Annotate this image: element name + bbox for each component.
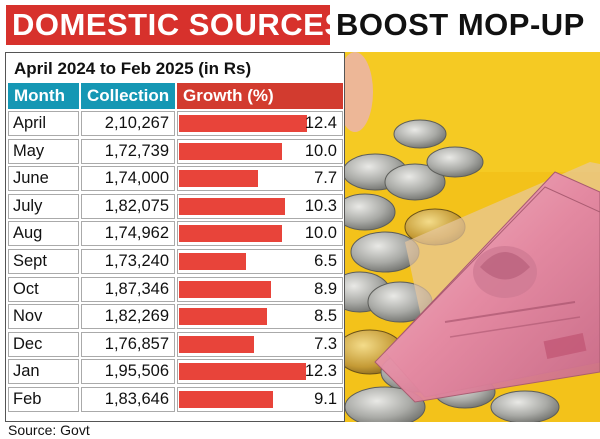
month-cell: June [8,166,79,192]
collection-cell: 1,95,506 [81,359,175,385]
column-header-collection: Collection [81,83,175,109]
growth-bar [179,142,283,160]
table-row: Jan 1,95,506 12.3 [6,358,346,385]
growth-cell: 7.3 [177,331,343,357]
growth-value: 10.3 [304,196,337,215]
month-cell: Sept [8,249,79,274]
growth-bar [179,170,259,188]
source-note: Source: Govt [8,422,90,438]
growth-value: 8.5 [314,307,337,326]
table-row: Dec 1,76,857 7.3 [6,331,346,358]
data-table: April 2024 to Feb 2025 (in Rs) Month Col… [5,52,345,422]
month-cell: May [8,138,79,164]
growth-value: 9.1 [314,390,337,408]
collection-cell: 1,83,646 [81,387,175,412]
growth-cell: 7.7 [177,166,343,192]
headline-part2: BOOST MOP-UP [336,7,585,42]
collection-cell: 1,73,240 [81,249,175,274]
month-cell: Feb [8,387,79,412]
growth-bar [179,308,267,326]
collection-cell: 1,74,962 [81,221,175,247]
month-cell: Dec [8,331,79,357]
growth-value: 6.5 [314,252,337,270]
growth-cell: 10.0 [177,138,343,164]
month-cell: Jan [8,359,79,385]
month-cell: July [8,193,79,219]
collection-cell: 1,76,857 [81,331,175,357]
growth-bar [179,391,273,408]
table-subtitle: April 2024 to Feb 2025 (in Rs) [14,59,252,78]
month-cell: Aug [8,221,79,247]
growth-value: 8.9 [314,279,337,298]
table-row: Aug 1,74,962 10.0 [6,220,346,247]
table-row: June 1,74,000 7.7 [6,165,346,192]
collection-cell: 1,82,269 [81,304,175,330]
column-header-growth: Growth (%) [177,83,343,109]
table-row: April 2,10,267 12.4 [6,110,346,137]
month-cell: Nov [8,304,79,330]
table-row: Sept 1,73,240 6.5 [6,248,346,275]
growth-bar [179,280,271,298]
growth-cell: 12.3 [177,359,343,385]
month-cell: Oct [8,276,79,302]
growth-cell: 9.1 [177,387,343,412]
table-row: Nov 1,82,269 8.5 [6,303,346,330]
headline: DOMESTIC SOURCES BOOST MOP-UP [0,0,600,48]
table-row: July 1,82,075 10.3 [6,193,346,220]
column-header-month: Month [8,83,79,109]
currency-photo [345,52,600,422]
growth-cell: 10.3 [177,193,343,219]
growth-bar [179,363,306,381]
growth-value: 12.4 [304,114,337,132]
growth-value: 7.7 [314,169,337,188]
table-row: Oct 1,87,346 8.9 [6,276,346,303]
growth-bar [179,225,283,243]
growth-value: 10.0 [304,224,337,243]
growth-bar [179,253,247,270]
collection-cell: 2,10,267 [81,111,175,136]
growth-value: 7.3 [314,334,337,353]
table-row: Feb 1,83,646 9.1 [6,386,346,413]
growth-cell: 12.4 [177,111,343,136]
growth-value: 10.0 [304,141,337,160]
growth-cell: 6.5 [177,249,343,274]
collection-cell: 1,82,075 [81,193,175,219]
table-row: May 1,72,739 10.0 [6,138,346,165]
growth-value: 12.3 [304,362,337,381]
growth-cell: 8.9 [177,276,343,302]
growth-bar [179,115,307,132]
growth-cell: 8.5 [177,304,343,330]
collection-cell: 1,72,739 [81,138,175,164]
collection-cell: 1,87,346 [81,276,175,302]
month-cell: April [8,111,79,136]
growth-bar [179,197,286,215]
growth-cell: 10.0 [177,221,343,247]
collection-cell: 1,74,000 [81,166,175,192]
growth-bar [179,335,255,353]
headline-part1: DOMESTIC SOURCES [6,5,345,45]
rupee-notes-and-coins-image [345,52,600,422]
